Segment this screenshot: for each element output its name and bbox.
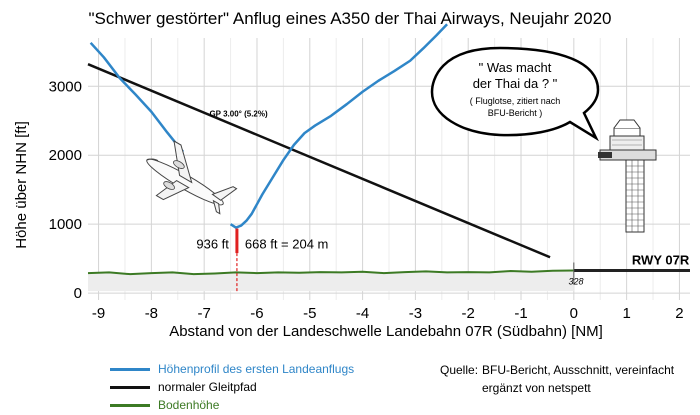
glidepath-label: GP 3.00° (5.2%) xyxy=(209,110,268,119)
x-ticks: -9 -8 -7 -6 -5 -4 -3 -2 -1 0 1 2 xyxy=(92,305,684,322)
x-tick-label: -1 xyxy=(514,305,527,322)
min-altitude-label: 936 ft xyxy=(196,236,229,251)
y-axis-label: Höhe über NHN [ft] xyxy=(13,121,30,249)
speech-line-4: BFU-Bericht ) xyxy=(488,108,543,118)
x-axis-label: Abstand von der Landeschwelle Landebahn … xyxy=(169,323,603,340)
chart-title: "Schwer gestörter" Anflug eines A350 der… xyxy=(89,9,612,28)
x-tick-label: -6 xyxy=(250,305,263,322)
source-line-1: BFU-Bericht, Ausschnitt, vereinfacht xyxy=(482,363,675,377)
legend-label-profile: Höhenprofil des ersten Landeanflugs xyxy=(158,362,355,376)
agl-label: 668 ft = 204 m xyxy=(245,236,328,251)
legend-swatch-profile xyxy=(110,367,150,371)
airplane-icon xyxy=(146,140,238,215)
source-line-2: ergänzt von netspett xyxy=(482,381,591,395)
y-tick-label: 3000 xyxy=(49,78,82,95)
y-tick-label: 0 xyxy=(74,285,82,302)
x-tick-label: -3 xyxy=(409,305,422,322)
x-tick-label: 2 xyxy=(675,305,683,322)
speech-bubble: " Was macht der Thai da ? " ( Fluglotse,… xyxy=(430,46,600,142)
x-tick-label: -4 xyxy=(356,305,369,322)
plot-area: -9 -8 -7 -6 -5 -4 -3 -2 -1 0 1 2 0 1000 2000 3000 xyxy=(49,23,690,322)
runway-elevation-label: 328 xyxy=(569,276,584,286)
ground-band xyxy=(88,270,574,292)
x-tick-label: -9 xyxy=(92,305,105,322)
speech-line-2: der Thai da ? " xyxy=(473,76,558,91)
control-tower-icon xyxy=(598,119,657,233)
legend-item-profile: Höhenprofil des ersten Landeanflugs xyxy=(110,361,354,377)
series-glidepath-line xyxy=(87,63,551,259)
legend-swatch-glidepath xyxy=(110,385,150,389)
x-tick-label: 0 xyxy=(570,305,578,322)
chart: "Schwer gestörter" Anflug eines A350 der… xyxy=(13,9,690,340)
series-ground-line xyxy=(87,269,574,276)
x-tick-label: -5 xyxy=(303,305,316,322)
ground-layer xyxy=(87,269,574,292)
legend-item-glidepath: normaler Gleitpfad xyxy=(110,379,257,395)
source-label: Quelle: xyxy=(440,363,479,377)
y-tick-label: 1000 xyxy=(49,216,82,233)
runway-label: RWY 07R xyxy=(632,252,690,267)
y-tick-label: 2000 xyxy=(49,147,82,164)
legend-label-ground: Bodenhöhe xyxy=(158,398,220,412)
speech-line-1: " Was macht xyxy=(479,60,552,75)
legend-item-ground: Bodenhöhe xyxy=(110,397,219,413)
y-ticks: 0 1000 2000 3000 xyxy=(49,78,82,302)
legend-label-glidepath: normaler Gleitpfad xyxy=(158,380,257,394)
speech-line-3: ( Fluglotse, zitiert nach xyxy=(470,96,561,106)
x-tick-label: -2 xyxy=(462,305,475,322)
x-tick-label: -8 xyxy=(145,305,158,322)
x-tick-label: -7 xyxy=(198,305,211,322)
x-tick-label: 1 xyxy=(622,305,630,322)
legend-swatch-ground xyxy=(110,403,150,407)
series-profile-segment-2 xyxy=(229,23,448,229)
